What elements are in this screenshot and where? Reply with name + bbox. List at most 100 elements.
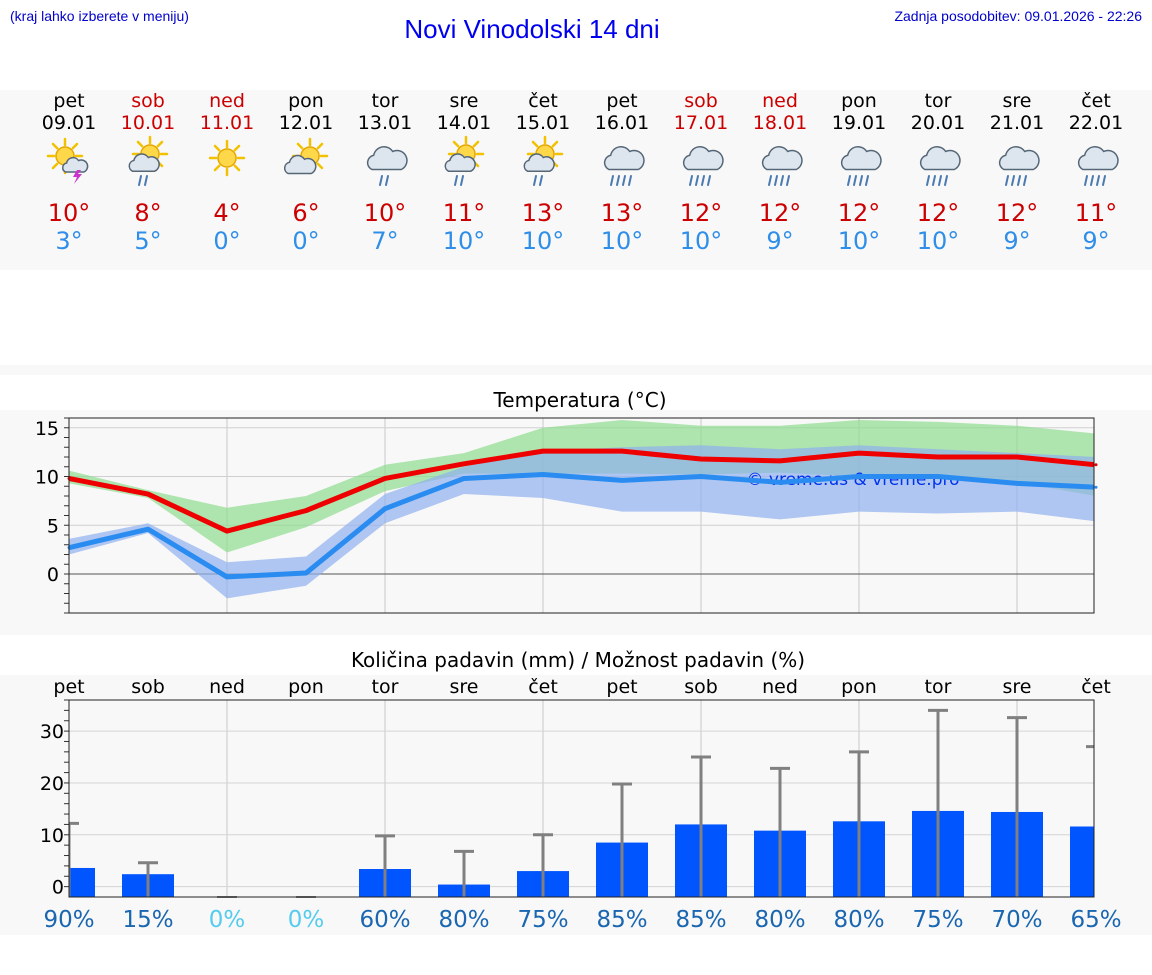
min-temp-line-point [462,476,466,480]
rain-drop [1023,175,1027,186]
temp-frame [68,417,1095,614]
day-name: sob [684,90,718,112]
rain-drop [1005,175,1009,186]
cloud-rain-icon [366,146,408,186]
precip-probability: 85% [675,907,726,933]
temp-max: 10° [364,199,407,227]
rain-drop [768,175,772,186]
day-date: 17.01 [674,112,728,134]
max-temp-line-point [699,457,703,461]
min-temp-line-point [1015,481,1019,485]
day-name: pon [841,90,877,112]
day-date: 16.01 [595,112,649,134]
temp-tick-label: 0 [47,564,59,586]
day-name: čet [1081,90,1111,112]
max-temp-line-point [304,509,308,513]
precip-probability: 80% [833,907,884,933]
sun-ray [136,140,144,148]
day-date: 13.01 [358,112,412,134]
max-temp-line-point [778,459,782,463]
precip-chart-title: Količina padavin (mm) / Možnost padavin … [351,648,805,672]
sun-ray [233,144,241,152]
precip-tick-label: 30 [40,721,64,743]
day-name: tor [372,90,399,112]
rain-drop [616,175,620,186]
temp-max: 4° [213,199,240,227]
rain-drop [1084,175,1088,186]
location-menu-hint[interactable]: (kraj lahko izberete v meniju) [10,8,189,24]
rain-drop [689,175,693,186]
cloud-shape [523,153,555,172]
rain-drop [610,175,614,186]
cloud-shape [444,153,476,172]
precip-tick-label: 0 [52,877,64,899]
temp-max: 13° [601,199,644,227]
day-date: 15.01 [516,112,570,134]
max-temp-line-point [541,449,545,453]
lightning-bolt [73,170,82,184]
cloud-heavy-rain-icon [603,146,645,186]
temp-max: 12° [917,199,960,227]
temp-min: 9° [1082,227,1109,255]
rain-drop [533,175,537,186]
min-temp-line-point [304,571,308,575]
cloud-shape [840,146,882,171]
temp-max: 12° [838,199,881,227]
temp-chart-title: Temperatura (°C) [492,388,666,412]
precip-probability: 75% [517,907,568,933]
min-temp-line-point [778,480,782,484]
day-name: ned [209,90,245,112]
day-name: sob [131,90,165,112]
cloud-shape [998,146,1040,171]
temp-min: 3° [55,227,82,255]
rain-drop [859,175,863,186]
cloud-shape [761,146,803,171]
precip-day-label: čet [1081,676,1111,698]
day-date: 21.01 [990,112,1044,134]
temp-max: 13° [522,199,565,227]
temp-tick-label: 15 [35,418,59,440]
rain-drop [932,175,936,186]
day-name: čet [528,90,558,112]
sun-ray [316,142,324,150]
precip-bar [1070,826,1094,897]
max-temp-line-point [1094,463,1098,467]
temp-max: 12° [996,199,1039,227]
day-name: pet [53,90,84,112]
cloud-heavy-rain-icon [761,146,803,186]
cloud-shape [919,146,961,171]
rain-drop [539,175,543,186]
precip-day-label: sre [1003,676,1032,698]
rain-drop [847,175,851,186]
rain-drop [1017,175,1021,186]
min-temp-line-point [620,478,624,482]
min-temp-line-point [146,527,150,531]
precip-day-label: pet [606,676,637,698]
max-temp-line [69,448,1094,534]
sun-ray [531,140,539,148]
sun-cloud-thunder-icon [46,137,89,184]
sun-ray [233,164,241,172]
temp-min: 0° [292,227,319,255]
day-name: pet [606,90,637,112]
precip-probability: 85% [596,907,647,933]
cloud-shape [366,146,408,171]
precip-probability: 0% [288,907,325,933]
cloud-heavy-rain-icon [840,146,882,186]
sun-ray [156,140,164,148]
min-temp-line-point [541,473,545,477]
sun-ray [51,142,59,150]
precip-tick-label: 10 [40,825,64,847]
sun-ray [316,162,324,170]
temp-min: 10° [917,227,960,255]
sun-ray [213,164,221,172]
sun-icon [208,139,246,177]
temp-min: 9° [1003,227,1030,255]
precip-day-label: sob [684,676,718,698]
temp-max: 10° [48,199,91,227]
rain-drop [707,175,711,186]
sun-ray [472,140,480,148]
cloud-shape [603,146,645,171]
rain-drop [786,175,790,186]
